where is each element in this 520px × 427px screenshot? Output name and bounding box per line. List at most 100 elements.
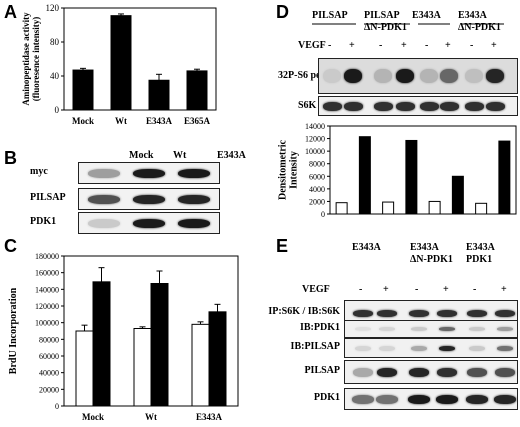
band: [411, 345, 427, 351]
band: [353, 309, 373, 317]
y-axis-label: Aminopeptidase activity(fluoresence inte…: [21, 12, 41, 106]
blot-strip: [78, 188, 220, 210]
band: [437, 367, 457, 377]
bar: [475, 202, 488, 215]
band: [485, 101, 505, 111]
band: [323, 69, 341, 83]
blot-strip: [78, 212, 220, 234]
y-tick-label: 0: [55, 402, 59, 411]
vegf-sign: +: [501, 284, 507, 295]
panel-letter-a: A: [4, 2, 17, 22]
group-label: PDK1: [466, 254, 493, 265]
band: [466, 394, 488, 404]
group-label: E343A: [458, 10, 487, 21]
x-tick-label: Wt: [145, 412, 157, 422]
y-tick-label: 2000: [309, 197, 325, 206]
group-label: E343A: [410, 242, 439, 253]
y-tick-label: 4000: [309, 185, 325, 194]
y-tick-label: 60000: [39, 352, 59, 361]
blot-row-label: 32P-S6 peptide: [278, 70, 343, 81]
band: [439, 101, 459, 111]
blot-row-label: myc: [30, 166, 48, 177]
y-tick-label: 12000: [305, 135, 325, 144]
vegf-sign: -: [425, 40, 429, 51]
y-tick-label: 20000: [39, 385, 59, 394]
band: [133, 194, 165, 204]
band: [497, 345, 513, 351]
vegf-sign: -: [415, 284, 419, 295]
bar: [335, 202, 348, 215]
blot-strip: [344, 388, 518, 410]
blot-strip: [318, 58, 518, 94]
x-tick-label: E343A: [146, 116, 173, 126]
blot-row-label: IB:PILSAP: [290, 341, 340, 352]
band: [343, 101, 363, 111]
vegf-label: VEGF: [302, 284, 330, 295]
x-tick-label: Wt: [115, 116, 127, 126]
y-axis-label: BrdU Incorporation: [8, 287, 19, 374]
band: [88, 218, 120, 228]
y-tick-label: 40000: [39, 369, 59, 378]
band: [494, 394, 516, 404]
band: [373, 101, 393, 111]
blot-row-label: PILSAP: [304, 365, 340, 376]
band: [379, 327, 395, 331]
y-tick-label: 140000: [35, 285, 59, 294]
group-label: ΔN-PDK1: [458, 22, 501, 33]
y-tick-label: 100000: [35, 319, 59, 328]
band: [437, 309, 457, 317]
group-label: PILSAP: [364, 10, 400, 21]
panel-letter-b: B: [4, 148, 17, 168]
group-label: E343A: [466, 242, 495, 253]
panel-letter-e: E: [276, 236, 289, 256]
band: [465, 69, 483, 83]
y-tick-label: 180000: [35, 252, 59, 261]
band: [353, 367, 373, 377]
band: [344, 69, 362, 83]
panel-letter-c: C: [4, 236, 17, 256]
vegf-sign: +: [445, 40, 451, 51]
panel-letter-d: D: [276, 2, 289, 22]
bar: [382, 201, 395, 215]
band: [486, 69, 504, 83]
vegf-sign: +: [491, 40, 497, 51]
bar: [358, 136, 371, 215]
band: [88, 194, 120, 204]
band: [411, 327, 427, 331]
vegf-sign: -: [470, 40, 474, 51]
lane-label: Mock: [129, 150, 154, 161]
band: [133, 218, 165, 228]
y-tick-label: 80: [50, 37, 60, 47]
band: [377, 309, 397, 317]
bar: [405, 139, 418, 215]
band: [464, 101, 484, 111]
band: [469, 327, 485, 331]
band: [374, 69, 392, 83]
band: [379, 345, 395, 351]
vegf-sign: +: [349, 40, 355, 51]
vegf-sign: +: [401, 40, 407, 51]
band: [439, 345, 455, 351]
blot-row-label: PDK1: [30, 216, 57, 227]
vegf-sign: -: [473, 284, 477, 295]
band: [355, 327, 371, 331]
vegf-sign: -: [379, 40, 383, 51]
blot-row-label: IB:PDK1: [300, 322, 340, 333]
band: [178, 168, 210, 178]
y-tick-label: 10000: [305, 147, 325, 156]
bar: [428, 200, 441, 215]
band: [322, 101, 342, 111]
y-tick-label: 0: [55, 105, 60, 115]
x-tick-label: E343A: [196, 412, 223, 422]
vegf-sign: -: [328, 40, 332, 51]
band: [436, 394, 458, 404]
y-tick-label: 120000: [35, 302, 59, 311]
y-tick-label: 0: [321, 210, 325, 219]
vegf-sign: -: [359, 284, 363, 295]
band: [133, 168, 165, 178]
blot-row-label: PDK1: [313, 392, 340, 403]
band: [178, 194, 210, 204]
x-tick-label: Mock: [72, 116, 94, 126]
band: [439, 327, 455, 331]
vegf-sign: +: [383, 284, 389, 295]
